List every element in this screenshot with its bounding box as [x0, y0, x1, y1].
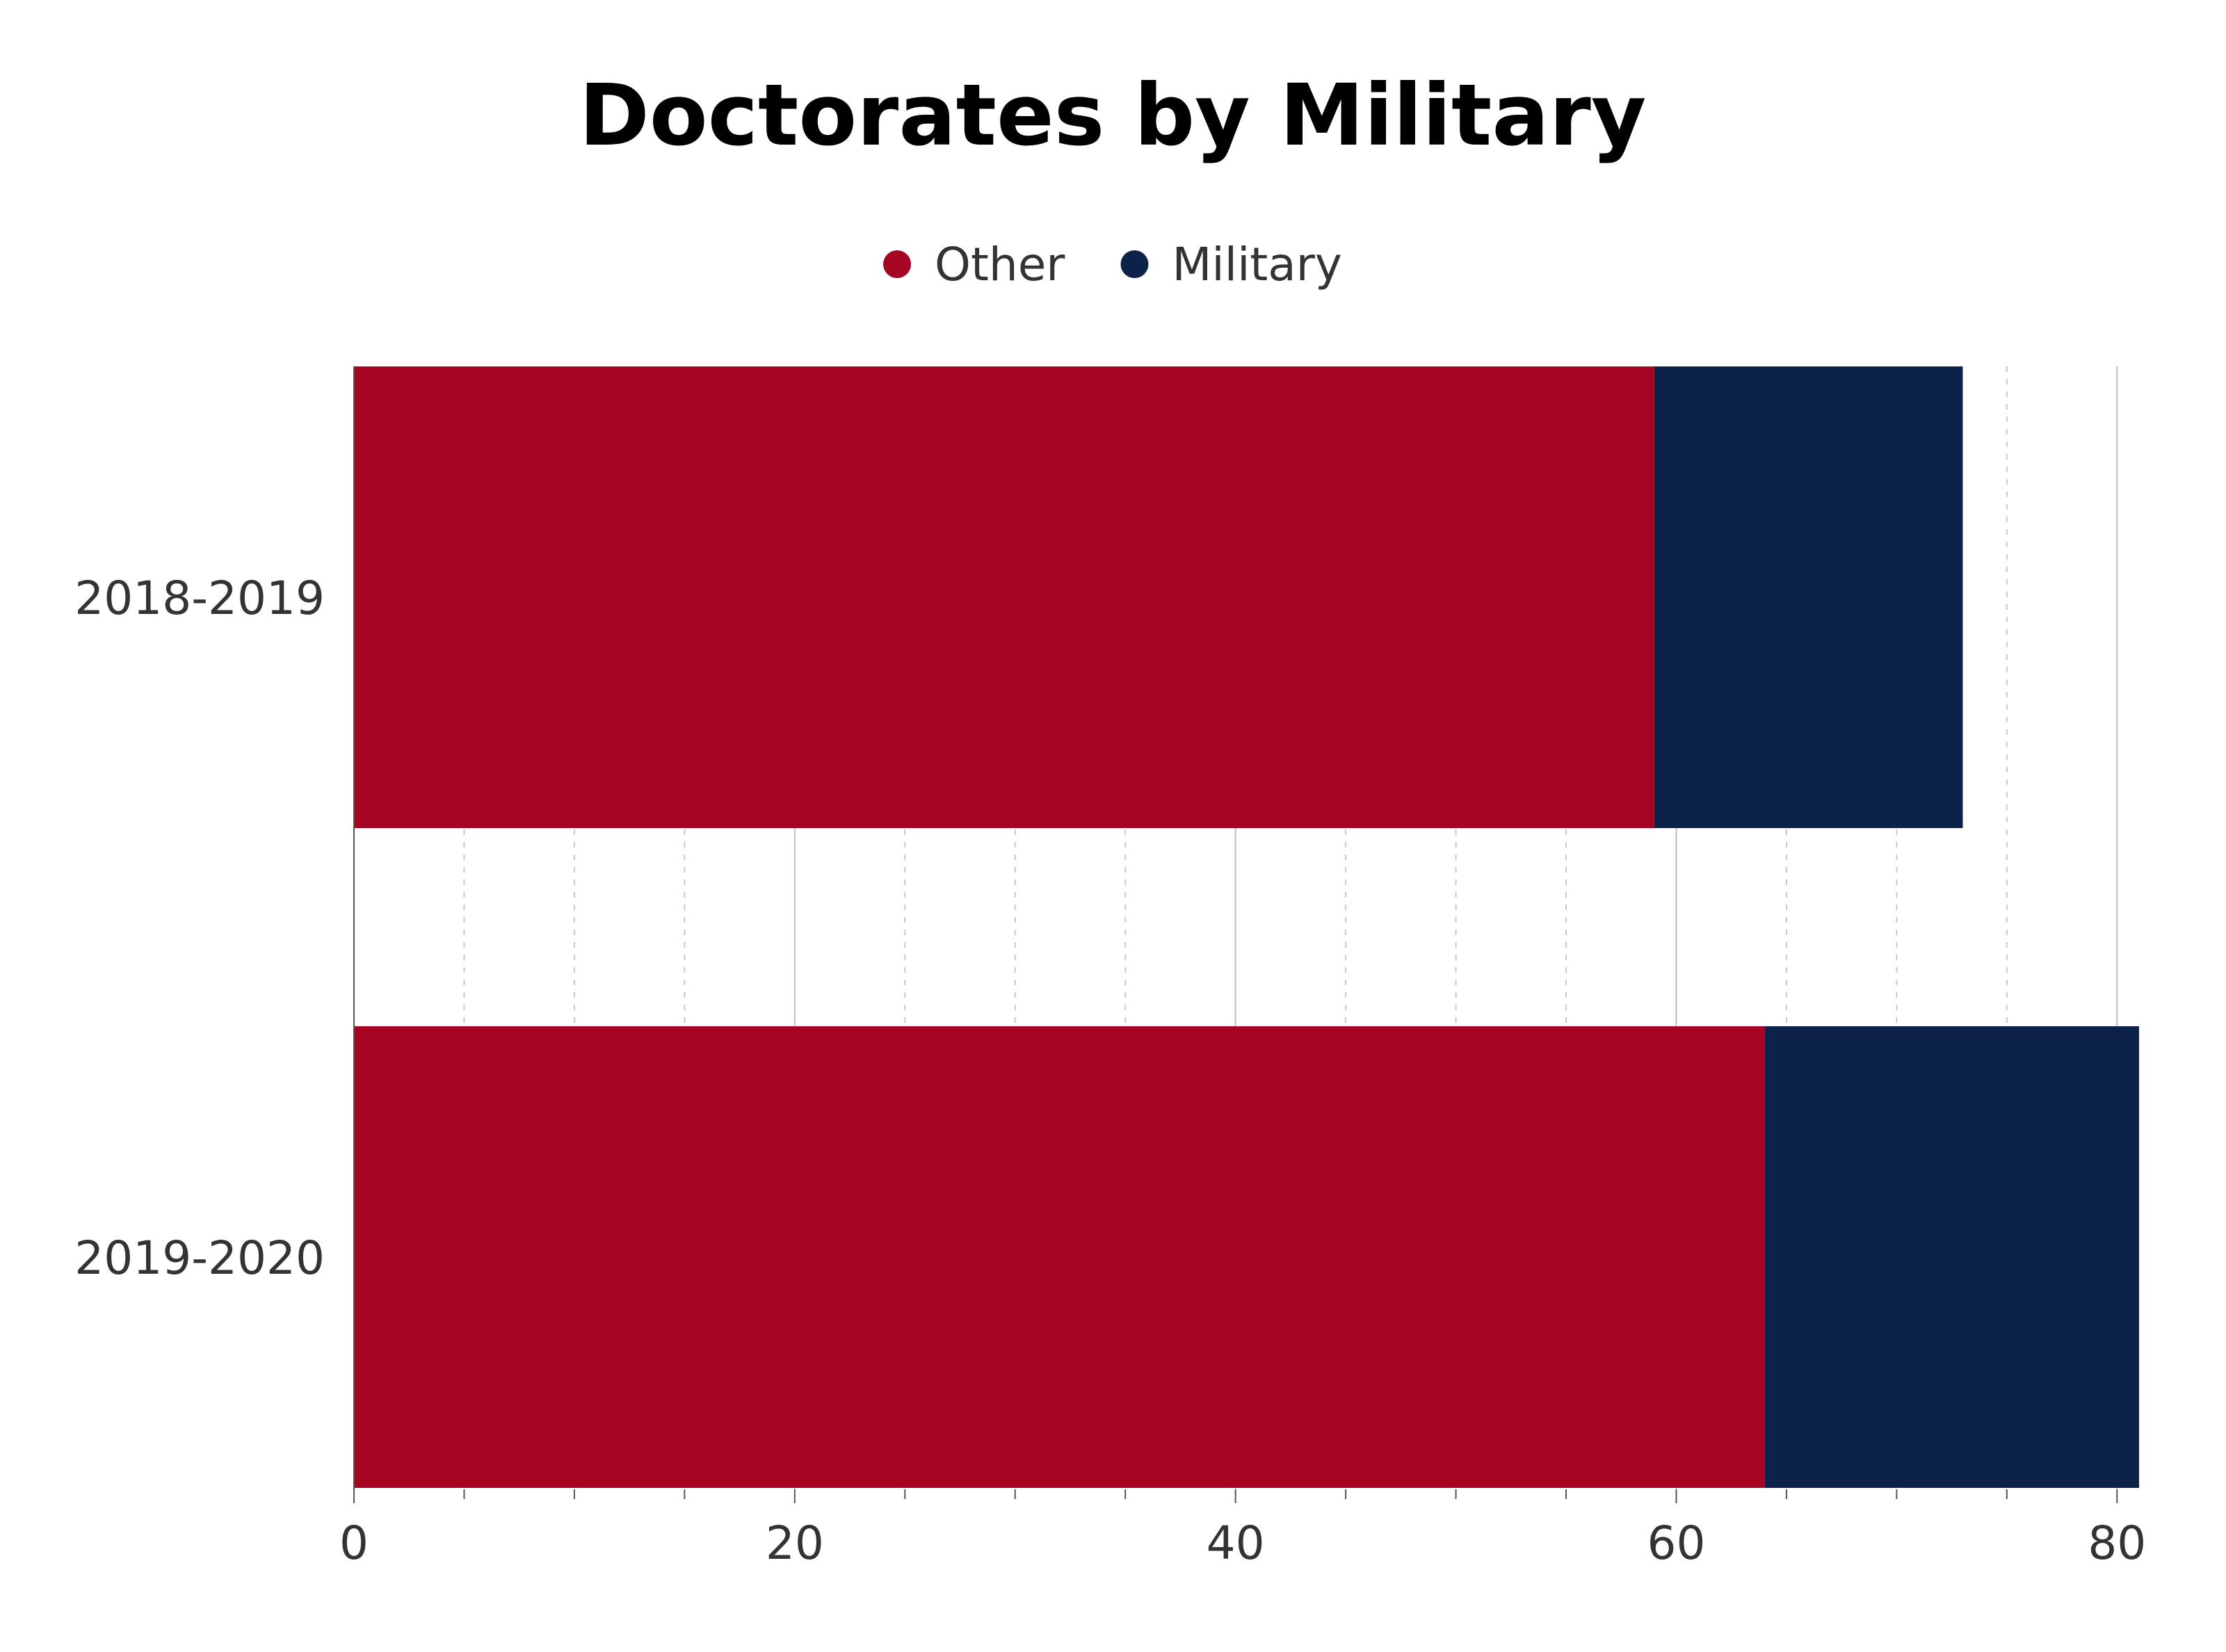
x-tick-label-60: 60	[1647, 1516, 1705, 1570]
legend-marker-other	[883, 250, 912, 278]
legend: Other Military	[883, 238, 1342, 291]
legend-label-other: Other	[935, 238, 1065, 291]
x-tick-label-0: 0	[339, 1516, 369, 1570]
chart-title: Doctorates by Military	[579, 66, 1647, 165]
bar-other-2019-2020[interactable]	[354, 1026, 1765, 1488]
x-tick-label-80: 80	[2088, 1516, 2146, 1570]
legend-marker-military	[1120, 250, 1149, 278]
legend-item-other[interactable]: Other	[883, 238, 1065, 291]
axes	[353, 366, 2118, 1503]
bar-military-2018-2019[interactable]	[1654, 366, 1963, 828]
category-label-2018-2019: 2018-2019	[74, 572, 325, 625]
category-label-2019-2020: 2019-2020	[74, 1231, 325, 1285]
legend-item-military[interactable]: Military	[1120, 238, 1342, 291]
legend-label-military: Military	[1172, 238, 1341, 291]
x-tick-labels: 0 20 40 60 80	[339, 1516, 2146, 1570]
bar-other-2018-2019[interactable]	[354, 366, 1654, 828]
bars	[354, 366, 2139, 1488]
x-tick-label-40: 40	[1207, 1516, 1265, 1570]
bar-military-2019-2020[interactable]	[1764, 1026, 2139, 1488]
x-tick-label-20: 20	[766, 1516, 824, 1570]
category-labels: 2018-2019 2019-2020	[74, 572, 325, 1285]
